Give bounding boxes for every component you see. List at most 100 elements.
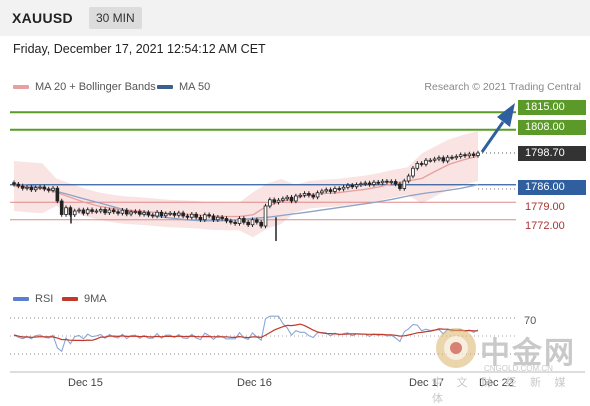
level-tag-1786: 1786.00 — [518, 180, 586, 195]
watermark: 中金网 CNGOLD.COM.CN 中 文 财 经 新 媒 体 — [432, 326, 590, 405]
level-tag-1772: 1772.00 — [525, 220, 565, 232]
timeframe-button[interactable]: 30 MIN — [89, 7, 142, 29]
ma20-label: MA 20 + Bollinger Bands — [35, 81, 156, 93]
candle-body — [111, 209, 116, 213]
rsi-line — [13, 315, 479, 353]
candle-body — [467, 153, 472, 157]
forecast-arrow-shaft — [480, 121, 505, 153]
candle-body — [298, 194, 303, 197]
candle-body — [337, 188, 342, 190]
ma20-swatch — [13, 85, 29, 90]
candle-body — [250, 219, 255, 226]
candle-body — [458, 154, 463, 157]
candle-body — [133, 211, 138, 213]
candle-body — [42, 186, 47, 190]
candle-body — [198, 216, 203, 221]
chart-datetime: Friday, December 17, 2021 12:54:12 AM CE… — [13, 42, 266, 56]
candle-body — [294, 195, 298, 202]
candle-body — [20, 185, 25, 189]
watermark-sub: 中 文 财 经 新 媒 体 — [432, 376, 571, 405]
current-price-tag: 1798.70 — [518, 146, 586, 161]
candle-body — [33, 187, 38, 191]
candle-body — [59, 200, 64, 215]
ma20-line — [13, 155, 479, 218]
candle-body — [311, 194, 316, 198]
candle-body — [172, 212, 177, 216]
candle-body — [168, 212, 172, 215]
watermark-cn: 中金网 — [480, 336, 576, 371]
candle-body — [341, 186, 346, 190]
candle-body — [220, 216, 224, 219]
moving-averages — [13, 155, 479, 222]
candle-body — [194, 213, 198, 218]
candle-body — [16, 183, 21, 187]
candle-body — [189, 213, 194, 218]
candle-body — [402, 180, 407, 189]
candle-body — [471, 153, 476, 156]
legend-ma20: MA 20 + Bollinger Bands — [13, 81, 156, 93]
candle-body — [415, 163, 420, 169]
watermark-logo-icon — [436, 328, 476, 368]
candle-body — [163, 213, 168, 217]
rsi-label: RSI — [35, 293, 54, 305]
candle-body — [276, 199, 281, 203]
candle-body — [181, 212, 185, 217]
candle-body — [233, 221, 237, 224]
candle-body — [432, 158, 437, 161]
candle-body — [242, 218, 246, 223]
candle-body — [281, 198, 285, 201]
candle-body — [363, 182, 368, 185]
candle-body — [211, 215, 216, 221]
level-lines — [10, 111, 516, 221]
candle-body — [263, 205, 268, 227]
candle-body — [376, 181, 381, 184]
candle-body — [224, 218, 229, 222]
candle-body — [354, 184, 359, 188]
candle-body — [302, 193, 307, 196]
candle-body — [185, 215, 190, 218]
candles — [12, 150, 480, 241]
candle-body — [359, 183, 363, 186]
candle-body — [419, 163, 424, 165]
candle-body — [437, 157, 441, 160]
candle-body — [445, 156, 450, 162]
candle-body — [315, 192, 320, 198]
candle-body — [176, 212, 181, 216]
candle-body — [77, 209, 81, 212]
candle-body — [285, 196, 289, 200]
candle-body — [424, 159, 428, 165]
candle-body — [51, 187, 55, 191]
candle-body — [216, 216, 220, 221]
candle-body — [207, 214, 211, 217]
candle-body — [246, 221, 250, 226]
legend-rsi: RSI — [13, 293, 53, 305]
candle-body — [29, 186, 34, 191]
candle-body — [411, 167, 415, 177]
level-tag-1779: 1779.00 — [525, 201, 565, 213]
candle-body — [320, 190, 324, 194]
x-tick-dec15: Dec 15 — [68, 377, 103, 389]
candle-body — [237, 218, 242, 224]
forecast-arrow-head — [497, 103, 515, 127]
rsi-ma-label: 9MA — [84, 293, 107, 305]
legend-rsi-ma: 9MA — [62, 293, 107, 305]
candle-body — [46, 188, 51, 191]
candle-body — [129, 211, 133, 215]
candle-body — [85, 209, 90, 214]
candle-body — [124, 209, 129, 215]
candle-body — [272, 199, 276, 203]
candle-body — [393, 181, 398, 185]
legend-ma50: MA 50 — [157, 81, 210, 93]
candle-body — [289, 196, 294, 202]
candle-body — [55, 187, 60, 202]
x-tick-dec16: Dec 16 — [237, 377, 272, 389]
candle-body — [94, 210, 99, 213]
candle-body — [428, 159, 433, 162]
watermark-url: CNGOLD.COM.CN — [484, 364, 553, 373]
candle-body — [398, 183, 402, 189]
credit-text: Research © 2021 Trading Central — [424, 81, 581, 93]
candle-body — [150, 214, 155, 217]
rsi-panel — [10, 315, 516, 355]
candle-body — [103, 209, 107, 214]
